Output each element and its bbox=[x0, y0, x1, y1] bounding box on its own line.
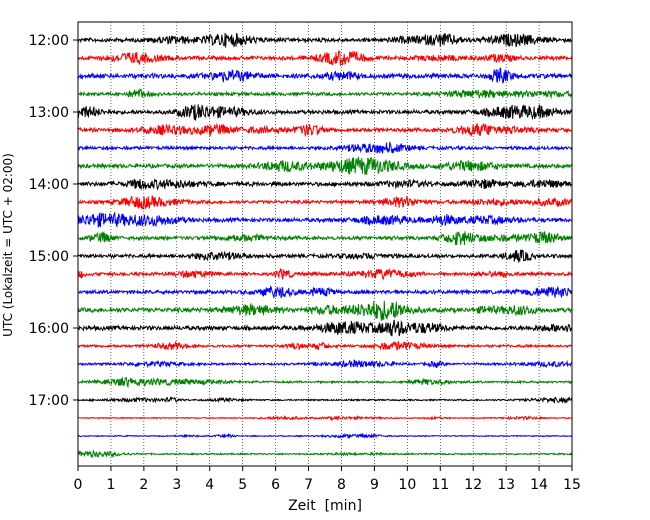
trace-line-22 bbox=[77, 432, 573, 440]
y-tick-label-3: 15:00 bbox=[29, 249, 69, 265]
trace-line-11 bbox=[77, 230, 573, 246]
x-tick-label-13: 13 bbox=[497, 477, 515, 493]
trace-line-9 bbox=[77, 195, 573, 210]
y-axis-label: UTC (Lokalzeit = UTC + 02:00) bbox=[1, 153, 15, 337]
x-tick-label-9: 9 bbox=[370, 477, 379, 493]
trace-line-21 bbox=[77, 414, 573, 422]
trace-line-8 bbox=[77, 177, 573, 191]
trace-line-1 bbox=[77, 50, 573, 66]
trace-line-6 bbox=[77, 141, 573, 154]
trace-group bbox=[77, 32, 573, 459]
x-tick-label-11: 11 bbox=[431, 477, 449, 493]
trace-line-18 bbox=[77, 359, 573, 369]
y-tick-label-5: 17:00 bbox=[29, 393, 69, 409]
x-tick-label-3: 3 bbox=[172, 477, 181, 493]
trace-line-20 bbox=[77, 396, 573, 405]
trace-line-12 bbox=[77, 249, 573, 263]
x-tick-label-7: 7 bbox=[304, 477, 313, 493]
trace-line-17 bbox=[77, 340, 573, 351]
x-tick-label-6: 6 bbox=[271, 477, 280, 493]
trace-line-4 bbox=[77, 104, 573, 121]
trace-line-5 bbox=[77, 122, 573, 138]
y-tick-label-1: 13:00 bbox=[29, 105, 69, 121]
plot-frame bbox=[77, 21, 573, 467]
trace-line-2 bbox=[77, 67, 573, 84]
y-tick-label-2: 14:00 bbox=[29, 177, 69, 193]
trace-line-7 bbox=[77, 155, 573, 175]
y-tick-label-4: 16:00 bbox=[29, 321, 69, 337]
x-tick-label-15: 15 bbox=[563, 477, 581, 493]
x-tick-label-4: 4 bbox=[205, 477, 214, 493]
trace-line-0 bbox=[77, 32, 573, 48]
trace-line-16 bbox=[77, 319, 573, 337]
x-tick-label-12: 12 bbox=[464, 477, 482, 493]
trace-line-19 bbox=[77, 376, 573, 388]
trace-line-13 bbox=[77, 268, 573, 281]
x-axis: 0 1 2 3 4 5 6 7 8 9 10 11 12 13 14 15 bbox=[74, 466, 581, 493]
trace-line-3 bbox=[77, 88, 573, 100]
trace-line-23 bbox=[77, 449, 573, 459]
x-tick-label-10: 10 bbox=[398, 477, 416, 493]
trace-line-15 bbox=[77, 300, 573, 321]
x-tick-label-5: 5 bbox=[238, 477, 247, 493]
grid-lines bbox=[110, 22, 540, 466]
x-tick-label-2: 2 bbox=[139, 477, 148, 493]
y-tick-label-0: 12:00 bbox=[29, 33, 69, 49]
trace-line-10 bbox=[77, 211, 573, 228]
x-tick-label-14: 14 bbox=[530, 477, 548, 493]
x-tick-label-8: 8 bbox=[337, 477, 346, 493]
trace-line-14 bbox=[77, 285, 573, 299]
x-axis-label: Zeit [min] bbox=[288, 498, 362, 514]
x-tick-label-1: 1 bbox=[106, 477, 115, 493]
y-axis: 12:00 13:00 14:00 15:00 16:00 17:00 bbox=[29, 33, 78, 409]
x-tick-label-0: 0 bbox=[74, 477, 83, 493]
